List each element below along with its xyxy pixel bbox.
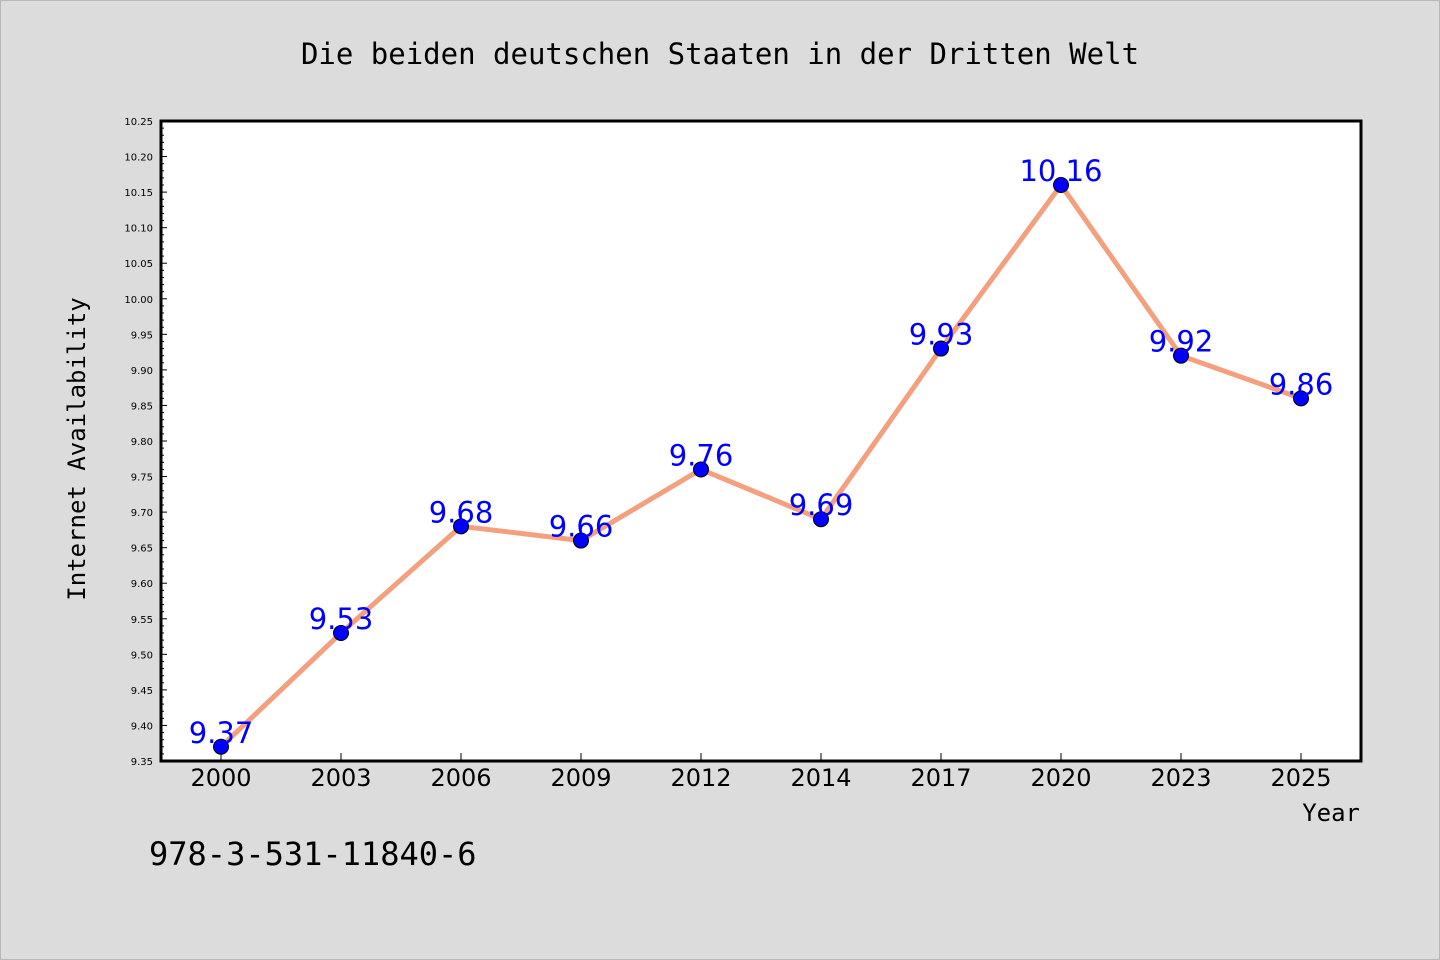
data-point — [1173, 347, 1189, 364]
data-point — [813, 511, 829, 528]
x-tick-label: 2017 — [910, 764, 971, 792]
data-label: 9.66 — [549, 510, 614, 544]
data-label: 9.76 — [669, 438, 734, 472]
data-point — [1293, 390, 1309, 407]
data-label: 9.53 — [309, 602, 374, 636]
y-tick-label: 10.25 — [124, 117, 153, 128]
data-point — [453, 518, 469, 535]
data-point — [933, 340, 949, 357]
isbn-text: 978-3-531-11840-6 — [149, 835, 477, 873]
y-tick-label: 10.05 — [124, 259, 153, 270]
y-tick-label: 9.55 — [131, 615, 153, 626]
data-labels: 9.37 9.53 9.68 9.66 9.76 9.69 9.93 10.16 9.92 9.8… — [189, 154, 1334, 750]
data-label: 9.68 — [429, 495, 494, 529]
x-tick-label: 2000 — [190, 764, 251, 792]
x-tick-label: 2020 — [1030, 764, 1091, 792]
data-point — [693, 461, 709, 478]
y-tick-label: 10.00 — [124, 295, 153, 306]
y-tick-label: 10.10 — [124, 224, 153, 235]
y-tick-label: 9.70 — [131, 508, 153, 519]
data-label: 9.86 — [1269, 367, 1334, 401]
y-tick-label: 9.65 — [131, 544, 153, 555]
y-tick-label: 9.95 — [131, 330, 153, 341]
data-label: 10.16 — [1019, 154, 1102, 188]
plot-area — [159, 119, 1363, 763]
x-axis: 2000 2003 2006 2009 2012 2014 2017 2020 2023 2025 — [190, 753, 1332, 792]
y-tick-label: 9.80 — [131, 437, 153, 448]
x-tick-label: 2006 — [430, 764, 491, 792]
y-axis-label: Internet Availability — [63, 297, 91, 600]
y-tick-label: 10.20 — [124, 153, 153, 164]
y-tick-label: 9.60 — [131, 579, 153, 590]
x-tick-label: 2023 — [1150, 764, 1211, 792]
x-axis-label: Year — [1302, 799, 1360, 827]
x-tick-label: 2009 — [550, 764, 611, 792]
x-tick-label: 2012 — [670, 764, 731, 792]
y-tick-label: 9.85 — [131, 401, 153, 412]
y-tick-label: 9.75 — [131, 473, 153, 484]
data-point — [573, 532, 589, 549]
data-label: 9.69 — [789, 488, 854, 522]
x-tick-label: 2003 — [310, 764, 371, 792]
y-tick-label: 9.90 — [131, 366, 153, 377]
data-label: 9.92 — [1149, 325, 1214, 359]
y-tick-label: 9.45 — [131, 686, 153, 697]
series-line — [218, 182, 1304, 750]
y-axis: 9.35 9.40 9.45 9.50 9.55 9.60 9.65 9.70 9.75 9.80… — [124, 117, 167, 768]
y-tick-label: 10.15 — [124, 188, 153, 199]
data-point — [333, 625, 349, 641]
chart-title: Die beiden deutschen Staaten in der Drit… — [301, 37, 1139, 71]
data-label: 9.37 — [189, 716, 254, 750]
y-tick-label: 9.40 — [131, 721, 153, 732]
x-tick-label: 2014 — [790, 764, 851, 792]
data-point — [213, 738, 229, 755]
y-tick-label: 9.50 — [131, 650, 153, 661]
y-tick-label: 9.35 — [131, 757, 153, 768]
data-label: 9.93 — [909, 318, 974, 352]
data-point — [1053, 177, 1069, 193]
x-tick-label: 2025 — [1270, 764, 1331, 792]
series-layer — [213, 177, 1309, 755]
